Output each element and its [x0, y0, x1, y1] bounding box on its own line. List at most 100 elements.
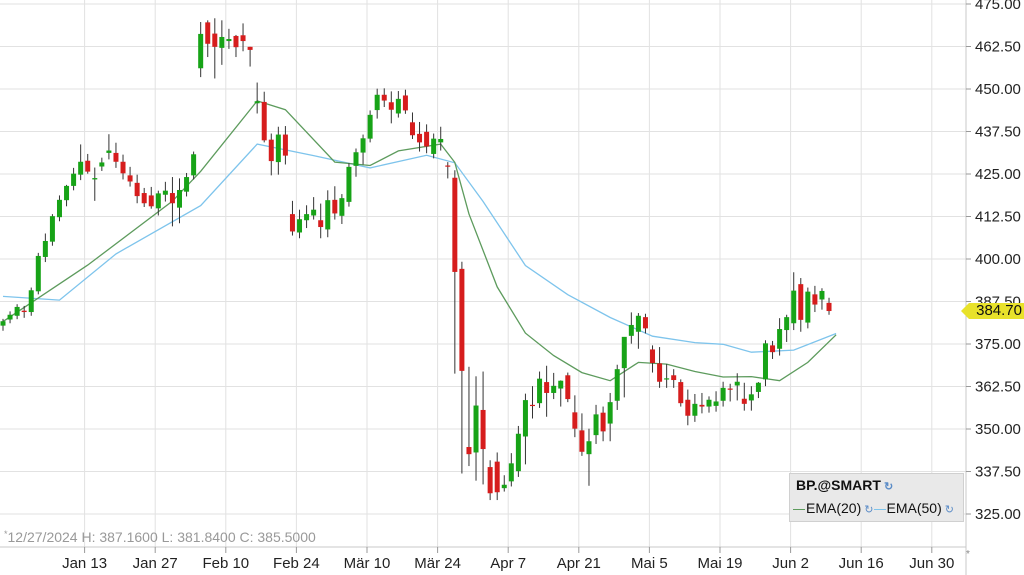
candle [374, 88, 380, 119]
candle [805, 287, 811, 329]
candle [191, 151, 197, 180]
candle-body [318, 220, 324, 228]
y-tick-label: 325.00 [975, 506, 1021, 523]
candle [558, 380, 564, 407]
candle-body [219, 36, 225, 48]
candle [671, 369, 677, 388]
candle-body [226, 39, 232, 42]
candle [762, 340, 768, 387]
candle-body [353, 152, 359, 166]
candle-body [706, 399, 712, 407]
candle [381, 88, 387, 108]
candle-body [727, 388, 733, 390]
candle [424, 124, 430, 154]
symbol-settings-icon[interactable]: ↻ [880, 481, 894, 493]
candle-body [28, 290, 34, 313]
candle [99, 157, 105, 171]
x-tick-label: Mai 19 [697, 555, 742, 572]
candle-body [289, 214, 295, 232]
candle-body [113, 152, 119, 162]
candle [699, 392, 705, 414]
candle-body [494, 461, 500, 493]
x-tick-label: Mai 5 [631, 555, 668, 572]
candle-body [127, 175, 133, 182]
candle-body [261, 101, 267, 141]
candle [177, 178, 182, 224]
candle-body [826, 302, 832, 312]
candle-body [381, 94, 387, 101]
candle-body [748, 394, 754, 401]
candle-body [64, 185, 70, 201]
candle-body [148, 195, 154, 207]
candle [28, 287, 34, 316]
last-price-label: 384.70 [976, 302, 1022, 320]
candle [565, 372, 571, 403]
candle-body [480, 409, 486, 450]
candle [770, 340, 776, 359]
legend-ema20: EMA(20) [806, 500, 862, 516]
candle [56, 195, 62, 222]
candle-body [268, 139, 274, 162]
candle-body [177, 189, 182, 208]
candle-body [85, 160, 91, 172]
y-tick-label: 425.00 [975, 166, 1021, 183]
candle [685, 389, 691, 426]
candle-body [431, 138, 437, 154]
candle [21, 305, 27, 318]
candle [551, 372, 557, 400]
candle [367, 110, 373, 143]
ema20-settings-icon[interactable]: ↻ [861, 504, 874, 516]
y-tick-label: 450.00 [975, 81, 1021, 98]
candle [304, 205, 310, 229]
candle [14, 304, 20, 320]
candle [812, 285, 818, 313]
candle [233, 34, 239, 58]
candle [650, 345, 656, 373]
candle [212, 18, 218, 79]
candle [664, 364, 670, 388]
candle [184, 172, 190, 197]
candle-body [71, 173, 77, 186]
x-tick-label: Jan 13 [62, 555, 107, 572]
candle [508, 453, 514, 487]
candle-body [600, 412, 606, 432]
candle-body [212, 33, 218, 47]
candle [635, 313, 641, 349]
candle-body [162, 190, 168, 195]
x-tick-label: Jan 27 [133, 555, 178, 572]
candle-body [614, 369, 620, 401]
candles[interactable] [0, 18, 832, 501]
candle-body [402, 95, 408, 111]
candle [49, 214, 55, 246]
candle [282, 126, 288, 165]
candle-body [409, 122, 415, 136]
y-tick-label: 437.50 [975, 124, 1021, 141]
candle-body [628, 324, 634, 336]
candle-body [388, 102, 394, 110]
settings-asterisk-icon[interactable]: * [966, 549, 970, 560]
candle [64, 184, 70, 207]
candle-body [0, 321, 6, 326]
y-tick-label: 400.00 [975, 251, 1021, 268]
candle-body [42, 240, 48, 257]
candle-body [734, 381, 740, 386]
candle-body [417, 133, 423, 143]
candle-body [798, 284, 804, 320]
x-tick-label: Jun 16 [839, 555, 884, 572]
candle [748, 386, 754, 411]
candle [784, 314, 790, 342]
candle [593, 404, 599, 444]
candle-body [777, 329, 783, 349]
x-tick-label: Mär 10 [344, 555, 391, 572]
last-price-tag [961, 303, 1024, 320]
candle-body [247, 46, 253, 50]
candle-body [755, 382, 761, 392]
candle-body [445, 165, 451, 167]
candle [120, 154, 126, 180]
y-tick-label: 375.00 [975, 336, 1021, 353]
legend-ema50: EMA(50) [886, 500, 942, 516]
candle [600, 406, 606, 442]
candle [388, 91, 394, 124]
ema50-settings-icon[interactable]: ↻ [941, 504, 955, 516]
